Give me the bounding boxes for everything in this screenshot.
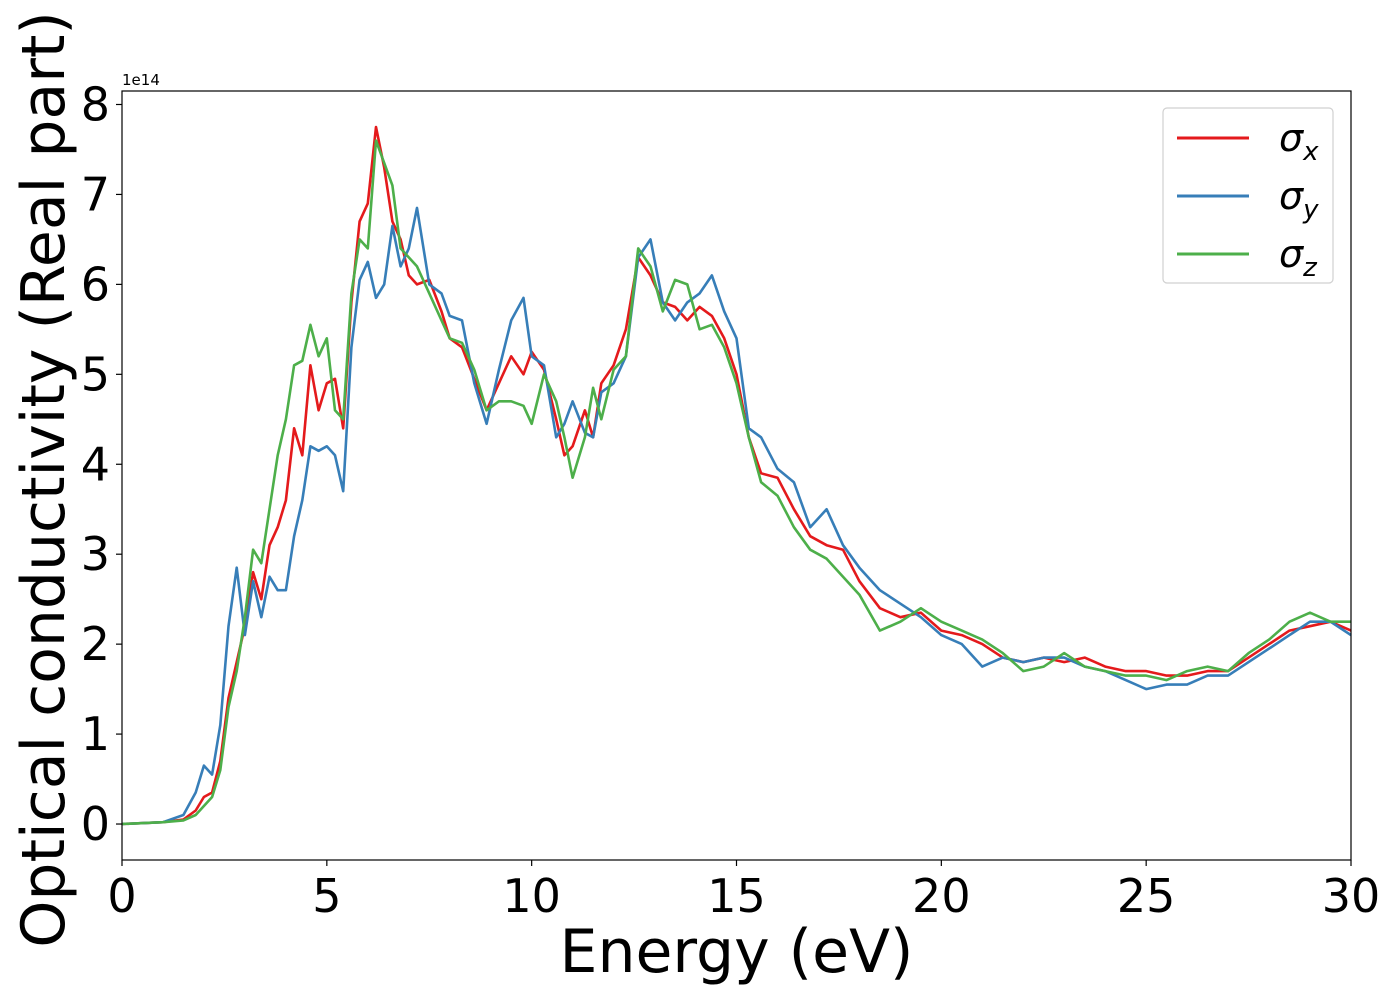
x-tick-label: 0 xyxy=(107,869,136,923)
x-tick-label: 15 xyxy=(707,869,766,923)
y-tick-label: 3 xyxy=(81,527,110,581)
x-tick-label: 20 xyxy=(912,869,971,923)
y-tick-label: 0 xyxy=(81,797,110,851)
y-tick-label: 4 xyxy=(81,437,110,491)
y-scale-label: 1e14 xyxy=(122,71,160,89)
y-tick-label: 8 xyxy=(81,77,110,131)
x-tick-label: 10 xyxy=(502,869,561,923)
x-axis-title: Energy (eV) xyxy=(560,917,914,987)
y-tick-label: 5 xyxy=(81,347,110,401)
y-tick-label: 6 xyxy=(81,257,110,311)
legend-label: σy xyxy=(1279,174,1319,225)
x-axis: 0 5 10 15 20 25 30 xyxy=(107,860,1380,923)
x-tick-label: 25 xyxy=(1117,869,1176,923)
y-axis: 0 1 2 3 4 5 6 7 8 xyxy=(81,77,122,851)
legend-label: σx xyxy=(1279,116,1319,167)
y-tick-label: 2 xyxy=(81,617,110,671)
y-tick-label: 1 xyxy=(81,707,110,761)
series-line-3 xyxy=(121,139,1351,826)
series-layer xyxy=(121,125,1352,826)
x-tick-label: 30 xyxy=(1322,869,1381,923)
legend-label: σz xyxy=(1279,232,1318,283)
legend: σx σy σz xyxy=(1162,107,1334,284)
y-tick-label: 7 xyxy=(81,167,110,221)
y-axis-title: Optical conductivity (Real part) xyxy=(9,11,79,948)
x-tick-label: 5 xyxy=(312,869,341,923)
